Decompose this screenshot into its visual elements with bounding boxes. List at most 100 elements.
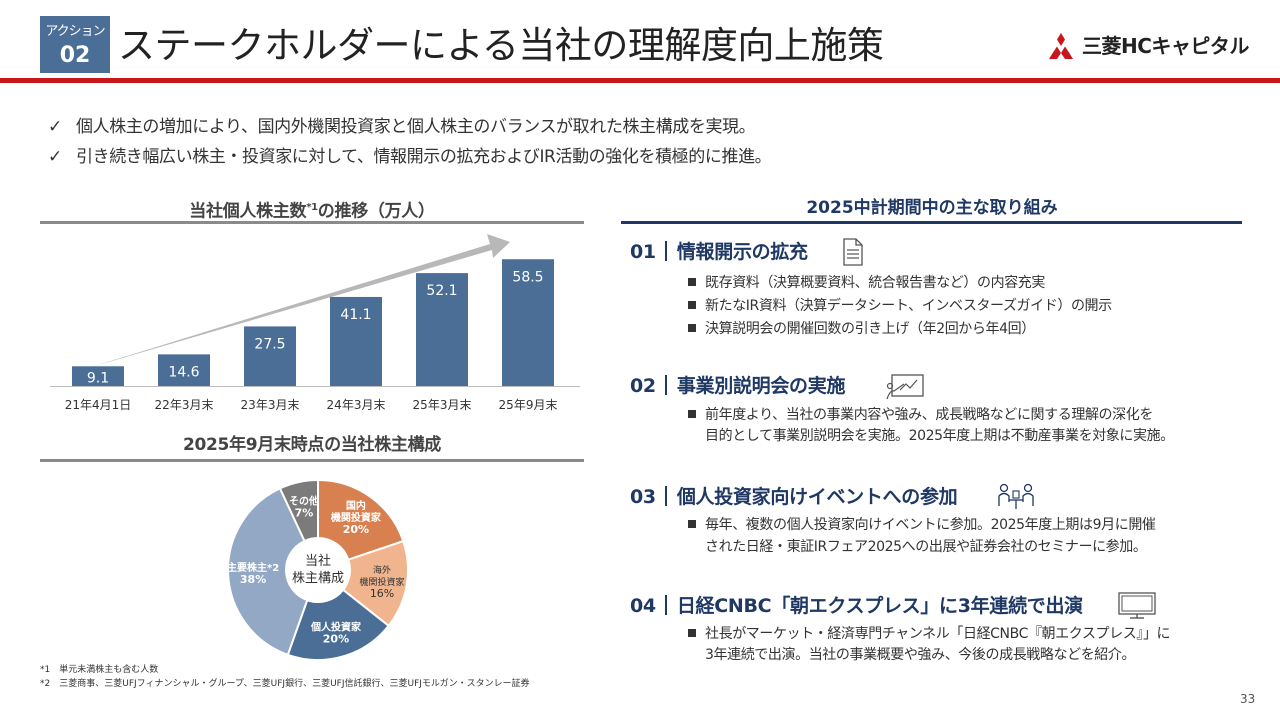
initiative-title-text: 情報開示の拡充 — [676, 241, 808, 263]
initiative-title-text: 日経CNBC「朝エクスプレス」に3年連続で出演 — [676, 595, 1083, 617]
pie-slice — [286, 588, 391, 661]
pie-slice-name-label: 国内 — [346, 499, 366, 512]
title-separator — [664, 595, 667, 615]
initiative-01-line: 新たなIR資料（決算データシート、インベスターズガイド）の開示 — [688, 296, 1112, 316]
people-meeting-icon — [998, 483, 1034, 509]
pie-slice-name-label: 主要株主*2 — [227, 561, 279, 574]
pie-slice-name-label: 海外 — [373, 564, 391, 576]
pie-slice — [278, 478, 319, 543]
line-text: された日経・東証IRフェア2025への出展や証券会社のセミナーに参加。 — [705, 539, 1147, 555]
initiative-04-title: 04 日経CNBC「朝エクスプレス」に3年連続で出演 — [630, 593, 1083, 619]
title-separator — [664, 241, 667, 261]
pie-slice-name-label: 機関投資家 — [360, 576, 405, 588]
initiatives-title-rule — [621, 221, 1242, 224]
initiative-number: 01 — [630, 241, 656, 263]
pie-slice-value-label: 7% — [295, 507, 314, 520]
initiative-number: 04 — [630, 595, 656, 617]
bar-chart-title-suffix: の推移（万人） — [317, 201, 435, 222]
line-text: 既存資料（決算概要資料、統合報告書など）の内容充実 — [705, 275, 1045, 291]
pie-center-label: 当社 — [305, 553, 331, 569]
x-tick-label: 22年3月末 — [155, 398, 214, 412]
square-bullet-icon — [688, 278, 696, 286]
pie-slice — [227, 487, 309, 657]
checkmark-icon: ✓ — [48, 117, 62, 137]
line-text: 3年連続で出演。当社の事業概要や強み、今後の成長戦略などを紹介。 — [705, 647, 1136, 663]
square-bullet-icon — [688, 410, 696, 418]
pie-slice-name-label: 個人投資家 — [310, 620, 362, 633]
initiative-01-title: 01 情報開示の拡充 — [630, 239, 808, 265]
initiative-01-line: 既存資料（決算概要資料、統合報告書など）の内容充実 — [688, 273, 1045, 293]
header-rule — [0, 78, 1280, 83]
initiative-title-text: 事業別説明会の実施 — [676, 375, 846, 397]
title-separator — [664, 375, 667, 395]
bar-chart-title-rule — [40, 221, 584, 224]
summary-bullet: ✓ 引き続き幅広い株主・投資家に対して、情報開示の拡充およびIR活動の強化を積極的… — [48, 146, 772, 168]
bar-value-label: 52.1 — [426, 283, 457, 299]
line-text: 決算説明会の開催回数の引き上げ（年2回から年4回） — [705, 321, 1035, 337]
initiative-02-line: 目的として事業別説明会を実施。2025年度上期は不動産事業を対象に実施。 — [705, 426, 1174, 446]
pie-slice-value-label: 16% — [370, 587, 394, 600]
initiative-01-line: 決算説明会の開催回数の引き上げ（年2回から年4回） — [688, 319, 1035, 339]
x-tick-label: 23年3月末 — [241, 398, 300, 412]
bar — [416, 273, 468, 386]
summary-bullet-text: 引き続き幅広い株主・投資家に対して、情報開示の拡充およびIR活動の強化を積極的に… — [76, 147, 772, 167]
pie-slice-value-label: 20% — [323, 632, 349, 645]
x-tick-label: 24年3月末 — [327, 398, 386, 412]
initiative-number: 03 — [630, 486, 656, 508]
summary-bullet: ✓ 個人株主の増加により、国内外機関投資家と個人株主のバランスが取れた株主構成を実… — [48, 116, 756, 138]
x-tick-label: 21年4月1日 — [65, 398, 132, 412]
initiative-03-title: 03 個人投資家向けイベントへの参加 — [630, 484, 958, 510]
logo-text: 三菱HCキャピタル — [1082, 34, 1249, 58]
square-bullet-icon — [688, 301, 696, 309]
pie-center-label: 株主構成 — [292, 571, 344, 586]
pie-slice-name-label: その他 — [289, 495, 319, 508]
line-text: 社長がマーケット・経済専門チャンネル「日経CNBC『朝エクスプレス』」に — [705, 626, 1171, 642]
bar-value-label: 14.6 — [168, 364, 199, 380]
initiative-02-line: 前年度より、当社の事業内容や強み、成長戦略などに関する理解の深化を — [688, 405, 1153, 425]
action-badge-label: アクション — [45, 24, 105, 39]
presentation-board-icon — [886, 374, 924, 400]
bar-chart: 9.1 21年4月1日 14.6 22年3月末 27.5 23年3月末 41.1 24年3月末… — [50, 234, 580, 412]
monitor-icon — [1118, 592, 1156, 619]
initiative-03-line: された日経・東証IRフェア2025への出展や証券会社のセミナーに参加。 — [705, 537, 1147, 557]
checkmark-icon: ✓ — [48, 147, 62, 167]
square-bullet-icon — [688, 324, 696, 332]
action-badge: アクション 02 — [40, 16, 110, 73]
bar — [330, 296, 382, 386]
bar-chart-title-footnote-mark: *1 — [306, 202, 318, 213]
footnote-2: *2 三菱商事、三菱UFJフィナンシャル・グループ、三菱UFJ銀行、三菱UFJ信… — [40, 679, 530, 689]
line-text: 目的として事業別説明会を実施。2025年度上期は不動産事業を対象に実施。 — [705, 428, 1174, 444]
initiative-number: 02 — [630, 375, 656, 397]
pie-slice — [341, 539, 409, 628]
pie-slice-name-label: 機関投資家 — [331, 511, 382, 524]
document-icon — [843, 238, 863, 266]
pie-slice-value-label: 20% — [343, 523, 369, 536]
summary-bullet-text: 個人株主の増加により、国内外機関投資家と個人株主のバランスが取れた株主構成を実現… — [76, 117, 756, 137]
action-badge-number: 02 — [59, 43, 91, 68]
pie-chart-title: 2025年9月末時点の当社株主構成 — [182, 435, 442, 455]
x-tick-label: 25年9月末 — [499, 398, 558, 412]
x-tick-label: 25年3月末 — [413, 398, 472, 412]
bar-chart-title: 当社個人株主数*1の推移（万人） — [40, 197, 584, 223]
square-bullet-icon — [688, 520, 696, 528]
bar — [72, 366, 124, 386]
pie-slice-value-label: 38% — [240, 573, 266, 586]
initiative-04-line: 3年連続で出演。当社の事業概要や強み、今後の成長戦略などを紹介。 — [705, 645, 1136, 665]
bar — [244, 326, 296, 386]
title-separator — [664, 486, 667, 506]
bar — [158, 354, 210, 386]
footnote-1: *1 単元未満株主も含む人数 — [40, 665, 159, 675]
bar-value-label: 9.1 — [87, 370, 109, 386]
initiative-title-text: 個人投資家向けイベントへの参加 — [676, 486, 958, 508]
square-bullet-icon — [688, 629, 696, 637]
bar-chart-title-main: 当社個人株主数 — [189, 201, 307, 222]
pie-slice — [317, 478, 405, 562]
three-diamonds-icon — [1049, 33, 1073, 59]
bar-value-label: 41.1 — [340, 307, 371, 323]
bar-value-label: 27.5 — [254, 336, 285, 352]
initiative-04-line: 社長がマーケット・経済専門チャンネル「日経CNBC『朝エクスプレス』」に — [688, 624, 1171, 644]
page-title: ステークホルダーによる当社の理解度向上施策 — [118, 24, 884, 67]
initiatives-title: 2025中計期間中の主な取り組み — [806, 198, 1058, 218]
initiative-02-title: 02 事業別説明会の実施 — [630, 373, 845, 399]
line-text: 新たなIR資料（決算データシート、インベスターズガイド）の開示 — [705, 298, 1112, 314]
